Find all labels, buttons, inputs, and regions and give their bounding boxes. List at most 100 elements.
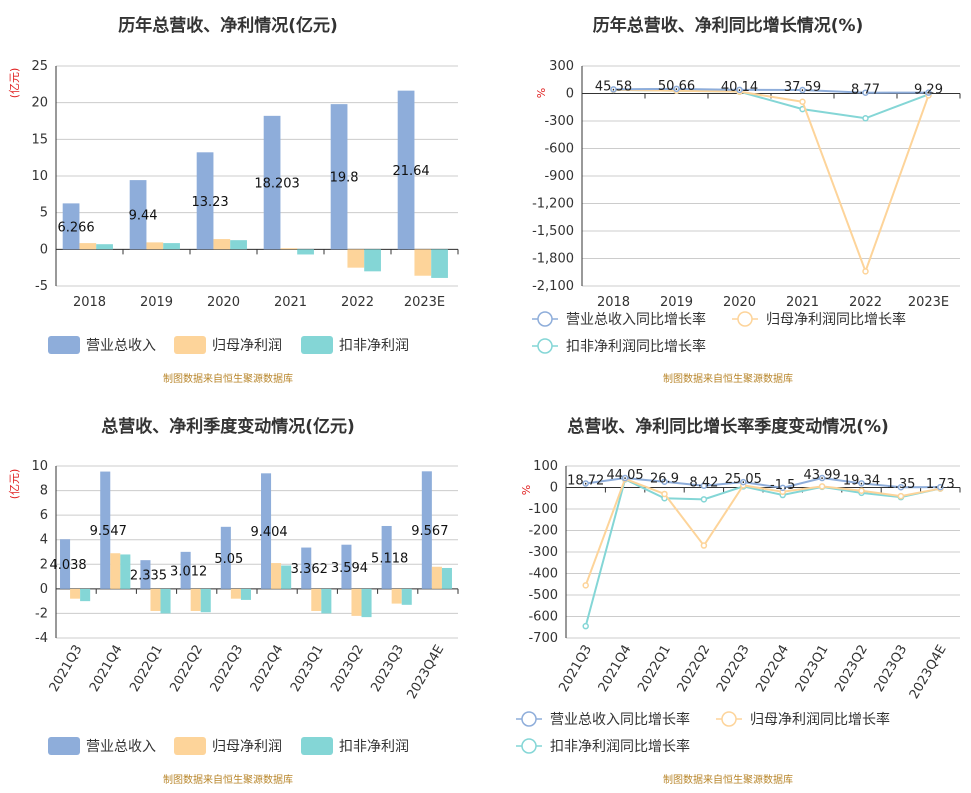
y-tick-label: -600 — [528, 610, 558, 625]
line-point — [621, 474, 629, 482]
bar-net-profit — [146, 242, 164, 250]
data-label: 8.77 — [851, 83, 880, 98]
data-label: 9.547 — [90, 524, 127, 539]
x-tick-label: 2023Q1 — [793, 643, 832, 695]
y-tick-label: 0 — [40, 582, 48, 597]
line-point — [799, 98, 806, 105]
lines — [582, 474, 944, 630]
line-point — [700, 542, 708, 549]
data-label: 3.362 — [291, 562, 328, 577]
x-tick-label: 2023E — [404, 295, 445, 310]
source-note: 制图数据来自恒生聚源数据库 — [163, 773, 293, 786]
y-tick-label: -1,200 — [532, 197, 574, 212]
legend: 营业总收入 归母净利润 扣非净利润 — [48, 737, 409, 755]
x-tick-label: 2023E — [908, 295, 949, 310]
bar-revenue — [397, 90, 415, 250]
legend-label[interactable]: 扣非净利润 — [339, 338, 409, 354]
legend-label[interactable]: 归母净利润同比增长率 — [766, 311, 906, 328]
line-point — [740, 478, 747, 486]
bar-net-profit — [150, 588, 161, 611]
bar-deducted-profit — [431, 249, 448, 278]
bar-net-profit — [70, 588, 81, 599]
legend-label[interactable]: 归母净利润 — [212, 738, 282, 755]
legend-marker[interactable] — [537, 338, 553, 354]
bar-deducted-profit — [120, 554, 131, 589]
x-tick-label: 2023Q3 — [872, 643, 911, 695]
legend-label[interactable]: 扣非净利润 — [339, 739, 409, 755]
legend-label[interactable]: 归母净利润同比增长率 — [750, 711, 890, 728]
data-label: 1.35 — [886, 477, 915, 492]
x-tick-label: 2021 — [274, 295, 307, 310]
x-tick-label: 2021Q4 — [596, 643, 635, 695]
x-tick-label: 2022 — [341, 295, 374, 310]
line-point — [818, 474, 826, 482]
data-label: 4.038 — [49, 558, 86, 573]
legend-label[interactable]: 扣非净利润同比增长率 — [550, 738, 690, 755]
line-point — [799, 86, 806, 94]
legend-swatch[interactable] — [48, 336, 80, 354]
y-tick-label: -100 — [528, 502, 558, 517]
legend-label[interactable]: 营业总收入 — [86, 739, 156, 755]
legend-marker[interactable] — [521, 711, 537, 727]
bar-revenue — [341, 544, 352, 589]
source-note: 制图数据来自恒生聚源数据库 — [663, 773, 793, 786]
bar-revenue — [421, 471, 432, 589]
data-label: 26.9 — [650, 472, 679, 487]
data-label: 19.34 — [843, 473, 880, 488]
legend-label[interactable]: 归母净利润 — [212, 337, 282, 354]
y-tick-label: 8 — [40, 484, 48, 499]
line-revenue-growth — [585, 477, 941, 489]
line-point — [897, 483, 905, 491]
x-tick-label: 2021Q4 — [87, 643, 126, 695]
bar-net-profit — [190, 588, 201, 611]
bar-deducted-profit — [160, 588, 171, 614]
data-label: 6.266 — [57, 220, 94, 235]
legend-swatch[interactable] — [48, 737, 80, 755]
x-tick-label: 2023Q1 — [288, 643, 327, 695]
line-point — [925, 89, 932, 96]
legend-label[interactable]: 营业总收入 — [86, 338, 156, 354]
bar-deducted-profit — [80, 588, 91, 602]
bar-net-profit — [213, 239, 231, 250]
data-label: 13.23 — [191, 195, 228, 210]
y-tick-label: -200 — [528, 524, 558, 539]
line-point — [779, 484, 786, 492]
bar-revenue — [196, 152, 214, 250]
line-point — [661, 490, 668, 498]
data-label: 8.42 — [689, 476, 718, 491]
legend-swatch[interactable] — [174, 737, 206, 755]
legend-marker[interactable] — [521, 738, 537, 754]
x-axis-labels: 2018 2019 2020 2021 2022 2023E — [597, 295, 949, 310]
legend-swatch[interactable] — [301, 336, 333, 354]
data-label: 9.404 — [250, 525, 287, 540]
bar-deducted-profit — [96, 244, 113, 250]
y-tick-label: 0 — [40, 242, 48, 257]
x-axis-labels: 2018 2019 2020 2021 2022 2023E — [73, 295, 445, 310]
data-label: 37.59 — [784, 80, 821, 95]
legend-label[interactable]: 扣非净利润同比增长率 — [566, 338, 706, 355]
line-point — [661, 478, 668, 485]
legend-swatch[interactable] — [301, 737, 333, 755]
legend-marker[interactable] — [721, 711, 737, 727]
data-label: 18.72 — [567, 473, 604, 488]
bar-net-profit — [311, 588, 322, 611]
bar-net-profit — [110, 553, 121, 589]
x-tick-label: 2022Q2 — [167, 643, 206, 695]
legend-label[interactable]: 营业总收入同比增长率 — [550, 711, 690, 728]
data-label: 21.64 — [392, 164, 429, 179]
y-tick-label: 10 — [31, 459, 48, 474]
y-tick-label: -400 — [528, 567, 558, 582]
x-tick-label: 2023Q2 — [328, 643, 367, 695]
y-tick-label: -4 — [35, 631, 48, 646]
bar-net-profit — [347, 249, 365, 268]
legend-marker[interactable] — [737, 311, 753, 327]
line-point — [610, 86, 617, 93]
legend-marker[interactable] — [537, 311, 553, 327]
line-point — [700, 482, 708, 489]
legend-label[interactable]: 营业总收入同比增长率 — [566, 311, 706, 328]
bar-net-profit — [271, 563, 282, 589]
legend-swatch[interactable] — [174, 336, 206, 354]
